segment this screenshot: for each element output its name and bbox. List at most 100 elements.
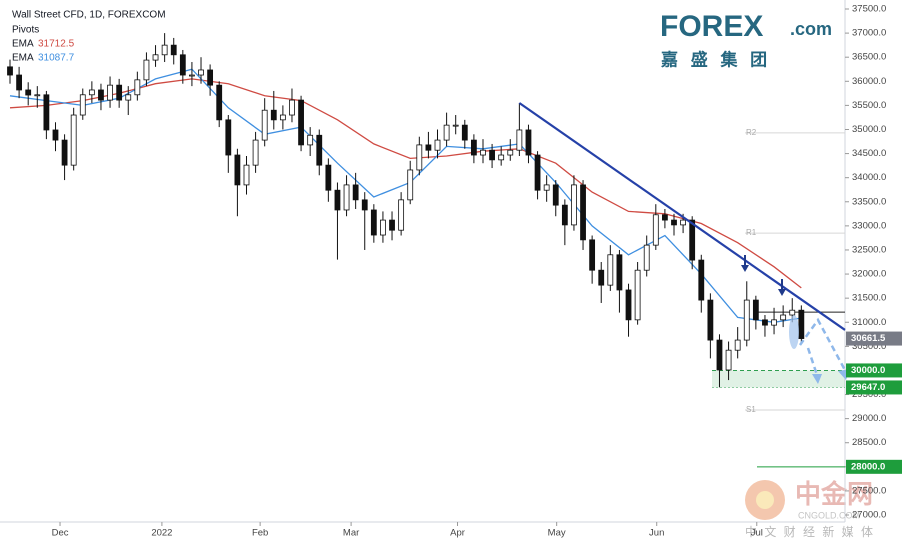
candle-body: [98, 89, 104, 101]
cngold-watermark: 中金网 CNGOLD.COM 中 文 财 经 新 媒 体: [745, 479, 875, 539]
candle-body: [480, 149, 486, 156]
candle-body: [307, 134, 314, 146]
down-arrow-head: [778, 289, 786, 296]
ema-line: [9, 78, 802, 289]
y-tick-label: 29500.0: [852, 389, 886, 400]
price-label: 28000.0: [851, 461, 885, 472]
candle-body: [743, 299, 750, 341]
candle-body: [470, 139, 477, 156]
y-tick-label: 27500.0: [852, 485, 886, 496]
pivot-label: R1: [746, 228, 757, 237]
y-tick-label: 35500.0: [852, 100, 886, 111]
candle-body: [771, 319, 777, 326]
candle-body: [598, 269, 605, 286]
candle-body: [380, 219, 386, 236]
y-tick-label: 36000.0: [852, 76, 886, 87]
candle-body: [79, 94, 86, 116]
x-tick-label: Jul: [751, 528, 763, 539]
candle-body: [507, 149, 514, 156]
candle-body: [489, 149, 495, 161]
y-tick-label: 37000.0: [852, 28, 886, 39]
candle-body: [734, 339, 741, 351]
candle-body: [662, 214, 668, 221]
candle-body: [389, 219, 395, 231]
candle-body: [70, 114, 77, 166]
legend-name: EMA: [12, 53, 34, 64]
y-tick-label: 30500.0: [852, 341, 886, 352]
candle-body: [216, 84, 223, 121]
candle-body: [334, 189, 341, 211]
candle-body: [689, 219, 696, 261]
x-tick-label: May: [548, 528, 566, 539]
candle-body: [580, 184, 586, 241]
y-tick-label: 27000.0: [852, 510, 886, 521]
support-zone: [712, 370, 845, 388]
legend: Wall Street CFD, 1D, FOREXCOM Pivots EMA…: [12, 10, 166, 64]
candle-body: [716, 339, 723, 371]
candle-body: [452, 124, 459, 127]
plot-area: 27000.0 27500.0 28000.0 28500.0 29000.0 29500…: [0, 0, 886, 539]
candle-body: [261, 109, 268, 141]
candle-body: [170, 44, 177, 56]
candle-body: [425, 144, 432, 151]
candle-body: [198, 69, 204, 76]
candle-body: [671, 219, 677, 226]
candle-body: [443, 124, 450, 141]
brand-suffix: .com: [790, 19, 832, 39]
candle-body: [279, 114, 286, 121]
candle-body: [189, 74, 195, 77]
price-label: 30000.0: [851, 365, 885, 376]
candle-body: [652, 214, 659, 246]
x-tick-label: Mar: [343, 528, 359, 539]
candle-body: [125, 94, 132, 101]
candle-body: [361, 199, 368, 211]
indicator: Pivots: [12, 25, 39, 36]
candle-body: [152, 54, 159, 61]
pivot-label: R2: [746, 128, 757, 137]
candle-body: [88, 89, 95, 96]
candle-body: [516, 129, 523, 151]
candle-body: [461, 124, 468, 141]
y-tick-label: 33500.0: [852, 196, 886, 207]
candle-body: [752, 299, 759, 321]
candle-body: [625, 289, 632, 321]
candle-body: [534, 154, 541, 191]
candle-body: [179, 54, 186, 76]
candle-body: [25, 89, 32, 96]
candle-body: [398, 199, 405, 231]
candle-body: [589, 239, 596, 271]
candle-body: [680, 219, 686, 226]
candle-body: [107, 84, 113, 101]
candle-body: [407, 169, 414, 201]
brand: FOREX: [660, 10, 763, 43]
price-label: 30661.5: [851, 333, 886, 344]
candle-body: [571, 184, 577, 226]
candle-body: [725, 349, 732, 371]
candle-body: [34, 94, 41, 97]
site-en: CNGOLD.COM: [798, 510, 860, 520]
y-tick-label: 36500.0: [852, 52, 886, 63]
candle-body: [789, 309, 796, 316]
y-tick-label: 29000.0: [852, 413, 886, 424]
y-tick-label: 32500.0: [852, 244, 886, 255]
candle-body: [289, 99, 295, 116]
site-tagline: 中 文 财 经 新 媒 体: [745, 524, 875, 539]
site-cn: 中金网: [795, 479, 873, 509]
projection-path: [806, 347, 820, 379]
candle-body: [234, 154, 241, 186]
candle-body: [61, 139, 68, 166]
candle-body: [134, 79, 141, 96]
y-tick-label: 31000.0: [852, 317, 886, 328]
candle-body: [116, 84, 123, 101]
candle-body: [243, 164, 250, 186]
candle-body: [698, 259, 705, 301]
candle-body: [16, 74, 23, 91]
x-tick-label: Apr: [450, 528, 465, 539]
candle-body: [798, 309, 805, 339]
legend-name: EMA: [12, 39, 34, 50]
candle-body: [52, 129, 59, 141]
y-tick-label: 28500.0: [852, 437, 886, 448]
projection-path: [798, 317, 848, 373]
y-tick-label: 34500.0: [852, 148, 886, 159]
